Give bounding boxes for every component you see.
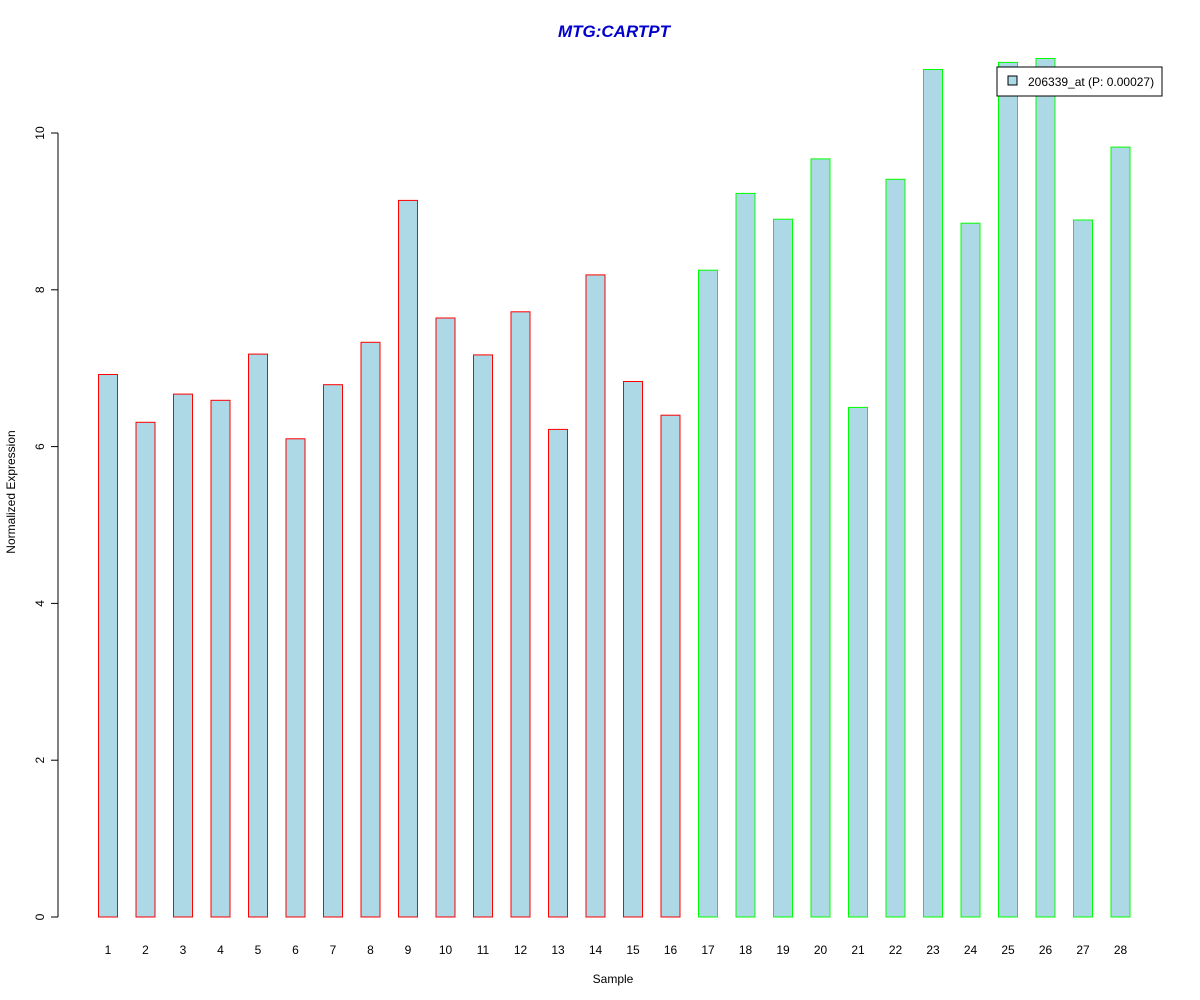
x-tick-label: 2 [142, 943, 149, 957]
bar-sample-22 [885, 178, 906, 918]
x-tick-label: 22 [889, 943, 903, 957]
bar-sample-25 [998, 61, 1018, 918]
bar-sample-27 [1073, 219, 1093, 918]
bar-sample-18 [735, 192, 756, 918]
x-tick-label: 11 [477, 943, 490, 957]
bar-sample-7 [323, 384, 343, 918]
legend-label: 206339_at (P: 0.00027) [1028, 75, 1154, 89]
x-tick-label: 6 [292, 943, 299, 957]
bar-sample-5 [248, 353, 268, 918]
x-tick-label: 12 [514, 943, 528, 957]
bar-sample-14 [585, 274, 606, 918]
bar-sample-16 [660, 414, 681, 918]
x-tick-label: 4 [217, 943, 224, 957]
x-tick-label: 23 [926, 943, 940, 957]
bar-sample-8 [360, 341, 381, 918]
x-tick-label: 13 [551, 943, 565, 957]
x-tick-label: 8 [367, 943, 374, 957]
y-tick-label: 2 [33, 757, 47, 764]
x-tick-label: 25 [1001, 943, 1015, 957]
x-tick-label: 14 [589, 943, 603, 957]
bar-sample-20 [810, 158, 831, 918]
legend-swatch [1007, 75, 1018, 86]
x-tick-label: 7 [330, 943, 337, 957]
bar-sample-1 [98, 374, 118, 918]
bars-group [98, 58, 1131, 918]
y-tick-label: 10 [33, 126, 47, 140]
bar-sample-13 [548, 428, 568, 918]
x-tick-label: 1 [105, 943, 112, 957]
bar-sample-17 [698, 269, 718, 918]
x-tick-label: 28 [1114, 943, 1128, 957]
y-axis: 0 2 4 6 8 10 [33, 126, 59, 920]
bar-sample-10 [435, 317, 456, 918]
x-tick-label: 17 [701, 943, 715, 957]
legend: 206339_at (P: 0.00027) [996, 66, 1163, 97]
y-axis-label: Normalized Expression [4, 430, 18, 553]
bar-sample-26 [1035, 58, 1056, 918]
bar-sample-24 [960, 222, 981, 918]
x-tick-label: 21 [851, 943, 865, 957]
y-tick-label: 8 [33, 286, 47, 293]
bar-sample-6 [285, 438, 306, 918]
chart-title: MTG:CARTPT [558, 22, 672, 41]
bar-sample-11 [473, 354, 493, 918]
y-tick-label: 0 [33, 913, 47, 920]
x-tick-label: 19 [776, 943, 790, 957]
x-tick-label: 3 [180, 943, 187, 957]
bar-sample-15 [623, 381, 643, 918]
bar-sample-2 [135, 421, 156, 918]
x-tick-label: 9 [405, 943, 412, 957]
bar-sample-19 [773, 218, 793, 918]
x-axis-label: Sample [593, 972, 634, 986]
y-tick-label: 6 [33, 443, 47, 450]
x-tick-label: 10 [439, 943, 453, 957]
x-tick-label: 26 [1039, 943, 1053, 957]
x-tick-label: 20 [814, 943, 828, 957]
x-tick-label: 18 [739, 943, 753, 957]
x-tick-label: 15 [626, 943, 640, 957]
x-tick-label: 27 [1076, 943, 1090, 957]
legend-box [996, 66, 1163, 97]
x-tick-labels: 1 2 3 4 5 6 7 8 9 10 11 12 13 14 15 16 17 18 19 20 21 22 23 24 2… [105, 943, 1128, 957]
bar-sample-12 [510, 311, 531, 918]
y-tick-label: 4 [33, 600, 47, 607]
bar-sample-28 [1110, 146, 1131, 918]
x-tick-label: 16 [664, 943, 678, 957]
bar-sample-9 [398, 199, 418, 918]
bar-sample-4 [210, 399, 231, 918]
x-tick-label: 5 [255, 943, 262, 957]
bar-sample-23 [923, 69, 943, 918]
bar-sample-21 [848, 406, 868, 918]
x-tick-label: 24 [964, 943, 978, 957]
bar-sample-3 [173, 393, 193, 918]
